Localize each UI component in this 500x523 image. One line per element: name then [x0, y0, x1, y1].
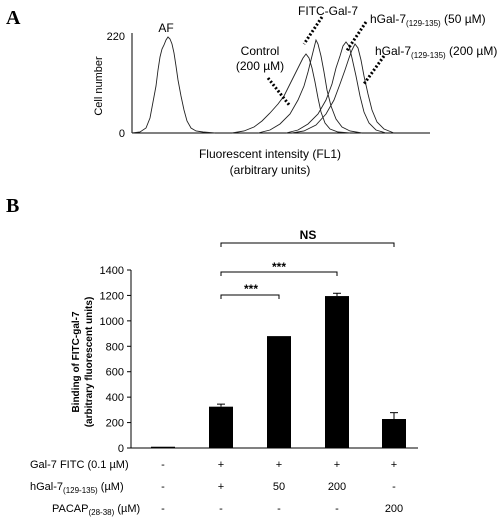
- condition-cell: -: [161, 481, 165, 493]
- label-af: AF: [158, 21, 173, 35]
- label-hgal7-50: hGal-7(129-135) (50 µM): [370, 12, 486, 28]
- condition-cell: -: [335, 503, 339, 515]
- panel-a-xlabel-2: (arbitrary units): [230, 163, 311, 177]
- bracket-ns-label: NS: [300, 228, 317, 242]
- condition-cell: +: [276, 459, 282, 471]
- label-hgal7-200: hGal-7(129-135) (200 µM): [375, 44, 497, 60]
- bracket-low: ***: [220, 282, 280, 299]
- label-hgal7-200-pre: hGal-7: [375, 44, 411, 58]
- bar-y-ticks: 0 200 400 600 800 1000 1200 1400: [100, 265, 131, 455]
- condition-cell: -: [161, 503, 165, 515]
- bar: [267, 336, 291, 448]
- panel-a-ylabel: Cell number: [93, 56, 105, 116]
- bar-ytick-label: 1200: [100, 290, 124, 302]
- histogram-fitc-gal7: [257, 38, 363, 134]
- condition-row-label-unit: (µM): [114, 503, 140, 515]
- panel-a-ytick-220: 220: [107, 31, 125, 43]
- histogram-hgal7-50: [285, 41, 387, 134]
- bracket-ns: NS: [220, 228, 395, 247]
- label-hgal7-200-post: (200 µM): [446, 44, 498, 58]
- pointer-hgal200: [362, 55, 386, 85]
- panel-a-ytick-0: 0: [119, 128, 125, 140]
- condition-row-label-text: hGal-7: [30, 481, 63, 493]
- label-hgal7-50-sub: (129-135): [406, 19, 441, 28]
- bar-ytick-label: 400: [106, 392, 124, 404]
- condition-cell: +: [391, 459, 397, 471]
- label-control-1: Control: [241, 44, 280, 58]
- condition-row-label: hGal-7(129-135) (µM): [30, 481, 124, 495]
- condition-cell: -: [392, 481, 396, 493]
- condition-row-label-text: PACAP: [52, 503, 88, 515]
- histogram-hgal7-200: [291, 43, 395, 134]
- condition-row-label: PACAP(28-38) (µM): [52, 503, 140, 517]
- condition-cell: -: [161, 459, 165, 471]
- label-hgal7-200-sub: (129-135): [411, 51, 446, 60]
- label-fitc-gal7: FITC-Gal-7: [298, 4, 358, 18]
- panel-a-xlabel-1: Fluorescent intensity (FL1): [199, 147, 341, 161]
- condition-table: Gal-7 FITC (0.1 µM) - + + + + hGal-7(129-135) …: [30, 459, 403, 517]
- condition-cell: +: [334, 459, 340, 471]
- bar-ytick-label: 600: [106, 367, 124, 379]
- bar: [209, 406, 233, 448]
- bar-ytick-label: 0: [118, 443, 124, 455]
- label-hgal7-50-post: (50 µM): [441, 12, 486, 26]
- bar-ytick-label: 1000: [100, 316, 124, 328]
- panel-b-ylabel-1: Binding of FITC-gal-7: [71, 311, 82, 413]
- pointer-control: [266, 77, 292, 107]
- bar-ytick-label: 1400: [100, 265, 124, 277]
- histogram-af: [131, 36, 216, 134]
- condition-cell: -: [277, 503, 281, 515]
- bar: [325, 296, 349, 448]
- condition-cell: 50: [273, 481, 285, 493]
- bar-ytick-label: 800: [106, 341, 124, 353]
- condition-cell: +: [218, 481, 224, 493]
- condition-row-label-text: Gal-7 FITC (0.1 µM): [30, 459, 129, 471]
- condition-cell: 200: [328, 481, 346, 493]
- bracket-low-label: ***: [244, 282, 258, 296]
- panel-b-letter: B: [6, 195, 19, 217]
- bar: [151, 446, 175, 448]
- condition-row-label-sub: (28-38): [88, 508, 114, 517]
- label-control-2: (200 µM): [236, 59, 284, 73]
- condition-row-label-sub: (129-135): [63, 486, 98, 495]
- condition-cell: +: [218, 459, 224, 471]
- bracket-middle-label: ***: [272, 260, 286, 274]
- bar: [382, 419, 406, 448]
- condition-cell: -: [219, 503, 223, 515]
- panel-b-ylabel-2: (arbitrary fluorescent units): [84, 297, 95, 428]
- bracket-middle: ***: [220, 260, 338, 276]
- panel-a-letter: A: [6, 7, 21, 29]
- condition-row-label: Gal-7 FITC (0.1 µM): [30, 459, 129, 471]
- condition-cell: 200: [385, 503, 403, 515]
- bars: [151, 292, 406, 448]
- condition-row-label-unit: (µM): [98, 481, 124, 493]
- label-hgal7-50-pre: hGal-7: [370, 12, 406, 26]
- pointer-fitc: [302, 16, 324, 45]
- bar-ytick-label: 200: [106, 418, 124, 430]
